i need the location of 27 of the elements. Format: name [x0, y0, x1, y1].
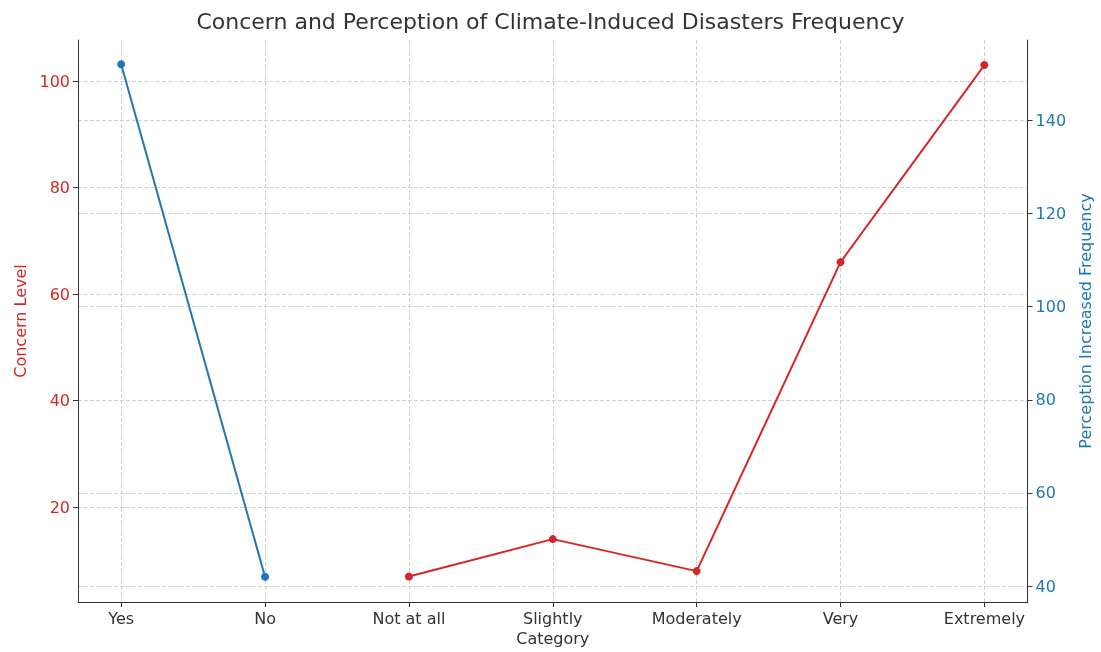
point	[692, 567, 701, 576]
x-tick-label: Extremely	[943, 608, 1026, 628]
y2-tick-label: 140	[1035, 110, 1067, 130]
y-tick-label: 100	[39, 71, 70, 91]
point	[980, 61, 989, 70]
y-tick-label: 60	[49, 284, 70, 304]
x-tick-label: Slightly	[523, 608, 583, 628]
x-tick-label: Yes	[107, 608, 135, 628]
x-tick-label: No	[254, 608, 276, 628]
point	[404, 572, 413, 581]
y2-tick-label: 80	[1035, 390, 1056, 410]
point	[548, 535, 557, 544]
x-axis-title: Category	[516, 629, 590, 649]
chart-title: Concern and Perception of Climate-Induced Disasters Frequency	[196, 8, 905, 34]
y-tick-label: 80	[49, 178, 70, 198]
y-tick-label: 40	[49, 391, 70, 411]
y2-tick-label: 120	[1035, 203, 1067, 223]
x-tick-label: Moderately	[651, 608, 742, 628]
y-tick-label: 20	[49, 497, 70, 517]
y2-tick-label: 40	[1035, 576, 1056, 596]
y-axis-title: Concern Level	[11, 264, 31, 378]
x-tick-label: Very	[822, 608, 859, 628]
y2-axis-title: Perception Increased Frequency	[1075, 193, 1095, 449]
y2-tick-label: 100	[1035, 297, 1067, 317]
x-tick-label: Not at all	[372, 608, 446, 628]
y2-tick-label: 60	[1035, 483, 1056, 503]
point	[836, 258, 845, 267]
